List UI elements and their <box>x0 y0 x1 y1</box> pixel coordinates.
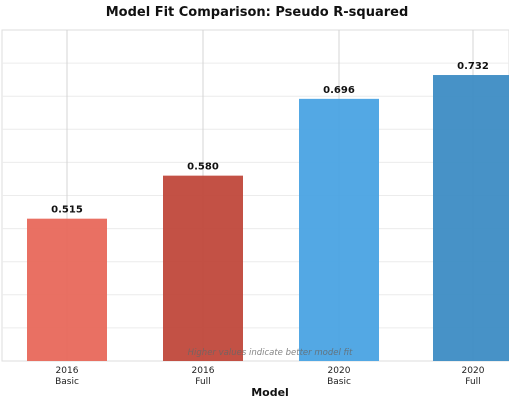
x-tick-label: 2016 <box>56 366 79 376</box>
chart-title: Model Fit Comparison: Pseudo R-squared <box>106 5 409 20</box>
bar-value-label: 0.515 <box>51 205 83 216</box>
x-tick-label: Full <box>465 377 480 387</box>
bar-value-label: 0.732 <box>457 61 489 72</box>
bar-value-label: 0.580 <box>187 162 219 173</box>
x-tick-label: 2020 <box>328 366 351 376</box>
x-tick-label: Basic <box>327 377 351 387</box>
x-axis-label: Model <box>251 386 289 399</box>
bar <box>299 98 379 362</box>
bar <box>163 175 243 361</box>
bar-value-label: 0.696 <box>323 85 355 96</box>
x-tick-label: 2016 <box>192 366 215 376</box>
bar <box>433 75 509 362</box>
x-tick-label: 2020 <box>462 366 485 376</box>
x-tick-label: Basic <box>55 377 79 387</box>
x-tick-label: Full <box>195 377 210 387</box>
chart-annotation: Higher values indicate better model fit <box>188 348 353 358</box>
bar <box>27 218 107 361</box>
